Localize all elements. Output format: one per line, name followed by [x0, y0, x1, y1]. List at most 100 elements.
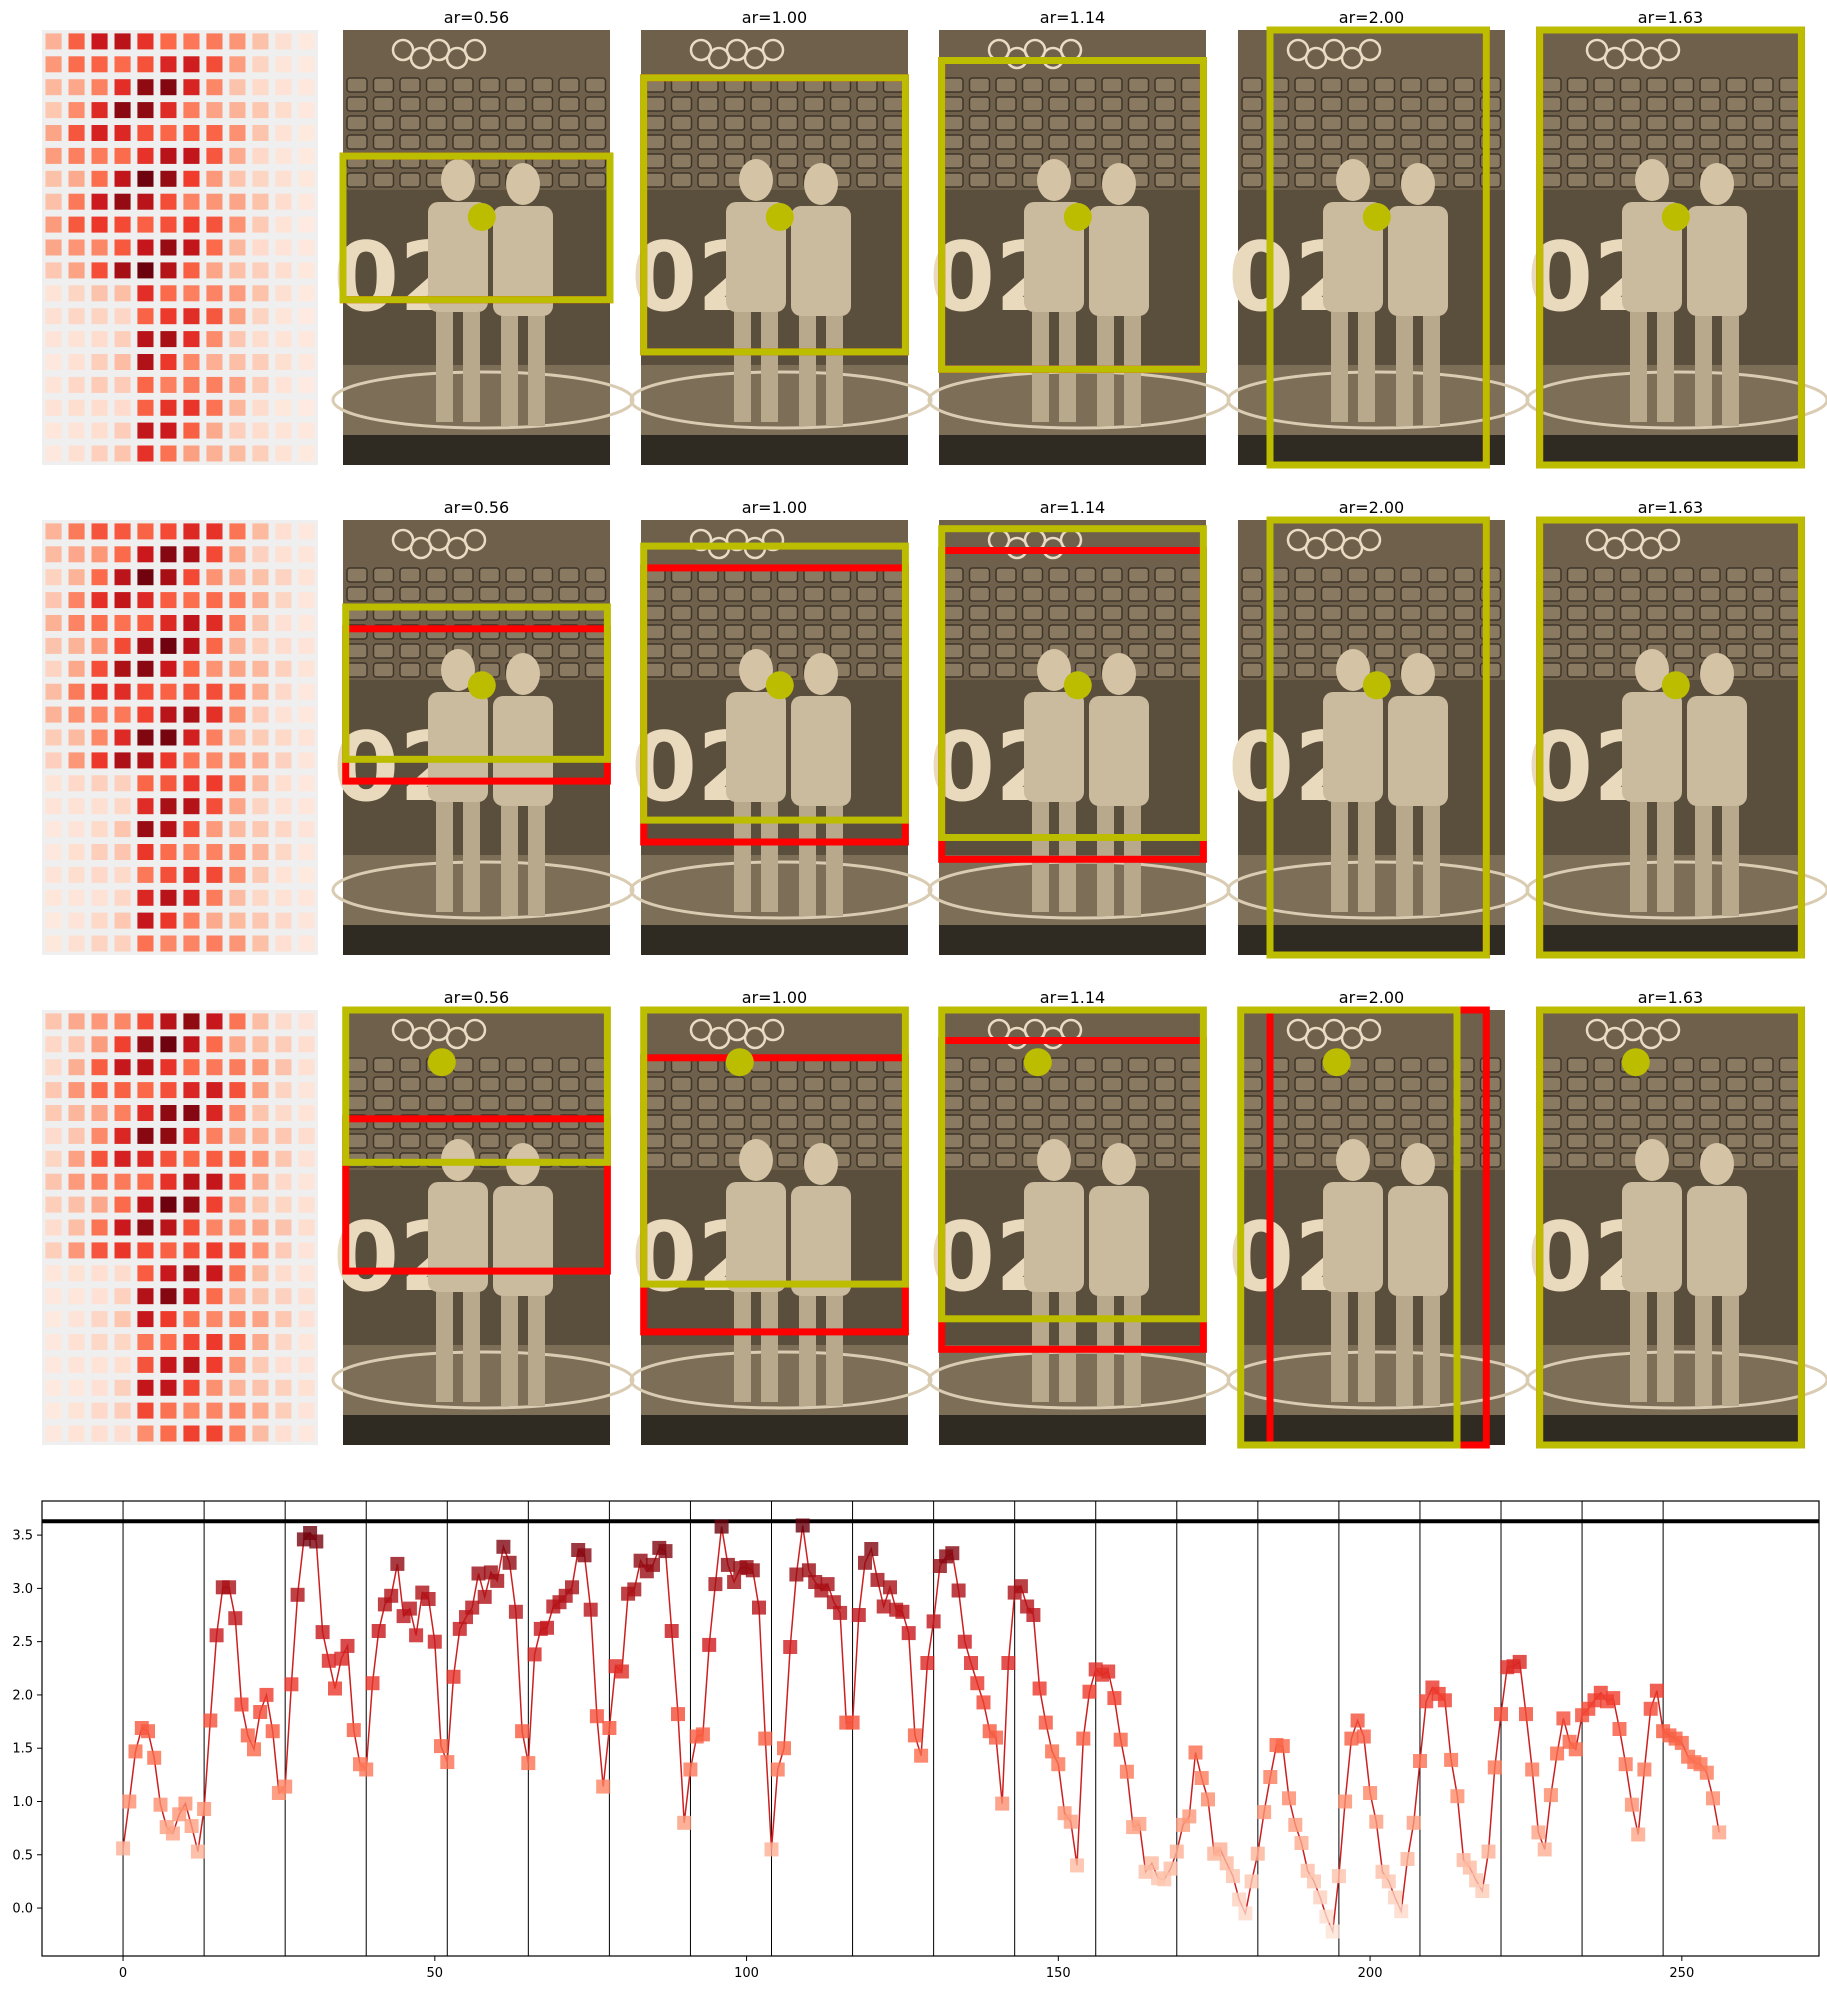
data-point: [826, 1595, 841, 1610]
heatmap-cell: [252, 637, 269, 654]
heatmap-cell: [298, 912, 315, 929]
heatmap-cell: [183, 660, 200, 677]
data-point: [783, 1640, 798, 1654]
heatmap-cell: [114, 170, 131, 187]
data-point: [777, 1741, 791, 1756]
heatmap-cell: [160, 1356, 177, 1373]
heatmap-cell: [114, 1334, 131, 1350]
heatmap-cell: [45, 1265, 62, 1282]
heatmap-cell: [252, 147, 269, 164]
heatmap-cell: [114, 125, 131, 141]
heatmap-cell: [160, 33, 177, 50]
heatmap-cell: [298, 285, 315, 302]
heatmap-cell: [183, 1150, 200, 1167]
data-point: [1649, 1683, 1664, 1698]
heatmap-cell: [68, 1013, 85, 1030]
heatmap-cell: [229, 1173, 246, 1190]
data-point: [240, 1728, 255, 1743]
heatmap-cell: [68, 821, 85, 838]
heatmap-cell: [160, 637, 177, 654]
heatmap-cell: [91, 33, 108, 50]
data-point: [970, 1676, 985, 1691]
heatmap-cell: [91, 523, 108, 540]
heatmap-cell: [206, 1196, 223, 1213]
heatmap-cell: [275, 1425, 292, 1442]
heatmap-cell: [275, 331, 292, 348]
heatmap-cell: [206, 422, 223, 439]
data-point: [695, 1727, 710, 1742]
heatmap-cell: [275, 546, 292, 563]
data-point: [1543, 1788, 1558, 1803]
data-point: [845, 1715, 860, 1730]
heatmap-cell: [275, 193, 292, 210]
heatmap-cell: [252, 912, 269, 929]
heatmap-cell: [252, 79, 269, 96]
heatmap-cell: [275, 775, 292, 792]
predicted-box: [938, 57, 1207, 373]
heatmap-cell: [91, 216, 108, 233]
heatmap-cell: [183, 706, 200, 723]
heatmap-cell: [160, 308, 177, 325]
heatmap-cell: [114, 546, 131, 563]
heatmap-cell: [252, 706, 269, 723]
heatmap-cell: [229, 729, 246, 746]
data-point: [446, 1669, 461, 1684]
heatmap-cell: [137, 775, 154, 792]
data-point: [1163, 1861, 1178, 1876]
heatmap-cell: [91, 569, 108, 586]
heatmap-cell: [91, 660, 108, 677]
data-point: [128, 1744, 143, 1759]
heatmap-cell: [68, 239, 85, 256]
heatmap-cell: [160, 1173, 177, 1190]
heatmap-cell: [229, 376, 246, 393]
heatmap-cell: [68, 193, 85, 210]
heatmap-cell: [45, 1402, 62, 1419]
heatmap-cell: [91, 125, 108, 141]
heatmap-cell: [91, 1311, 108, 1328]
heatmap-cell: [229, 1127, 246, 1144]
heatmap-cell: [275, 354, 292, 370]
heatmap-cell: [137, 1402, 154, 1419]
heatmap-cell: [160, 592, 177, 609]
heatmap-cell: [229, 1334, 246, 1350]
heatmap-cell: [275, 1013, 292, 1030]
data-point: [1213, 1842, 1228, 1857]
focus-point: [1661, 203, 1690, 231]
focus-point: [1621, 1048, 1650, 1077]
data-point: [565, 1580, 579, 1595]
y-tick-label: 2.0: [12, 1688, 33, 1703]
crop-title: ar=1.63: [1638, 8, 1703, 27]
heatmap-cell: [206, 1036, 223, 1053]
data-point: [1494, 1707, 1508, 1722]
heatmap-cell: [160, 1036, 177, 1053]
heatmap-cell: [183, 56, 200, 73]
heatmap-cell: [206, 1013, 223, 1030]
heatmap-cell: [229, 1219, 246, 1236]
data-point: [1013, 1579, 1028, 1594]
heatmap-cell: [160, 1334, 177, 1350]
heatmap-cell: [114, 889, 131, 906]
heatmap-cell: [114, 1311, 131, 1328]
data-point: [359, 1762, 374, 1777]
heatmap-cell: [68, 798, 85, 815]
heatmap-cell: [252, 866, 269, 883]
heatmap-cell: [137, 752, 154, 769]
heatmap-cell: [229, 308, 246, 325]
data-point: [957, 1634, 972, 1649]
data-point: [1307, 1874, 1321, 1889]
data-point: [515, 1724, 530, 1739]
heatmap-cell: [298, 637, 315, 654]
x-tick-label: 50: [427, 1966, 444, 1981]
heatmap-cell: [229, 1265, 246, 1282]
heatmap-cell: [137, 706, 154, 723]
heatmap-cell: [229, 1402, 246, 1419]
heatmap-cell: [298, 33, 315, 50]
data-point: [1313, 1890, 1328, 1905]
heatmap-cell: [183, 102, 200, 119]
heatmap-cell: [137, 1013, 154, 1030]
data-point: [1063, 1814, 1078, 1829]
data-point: [402, 1601, 417, 1616]
data-point: [346, 1723, 361, 1738]
